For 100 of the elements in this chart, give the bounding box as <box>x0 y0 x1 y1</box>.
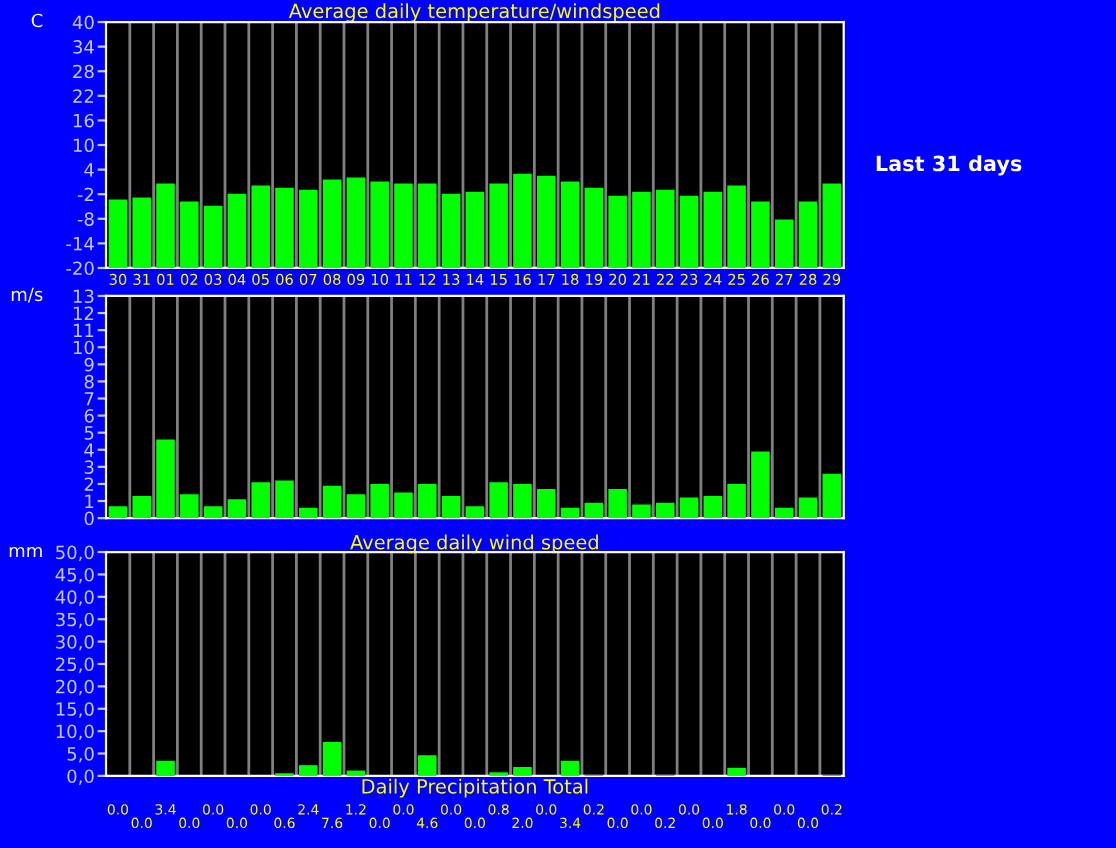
bar <box>275 480 294 519</box>
bar <box>822 473 842 519</box>
y-tick-label: -2 <box>77 187 94 202</box>
bar <box>513 483 532 519</box>
y-tick-label: 20,0 <box>56 679 94 696</box>
y-tick-label: 1 <box>85 494 94 508</box>
y-tick-label: 25,0 <box>56 657 94 673</box>
bar <box>203 506 223 519</box>
y-tick-label: 10 <box>73 340 94 355</box>
bar <box>560 760 580 776</box>
bar <box>679 195 699 268</box>
y-axis-title: mm <box>9 546 42 558</box>
chart-title: Average daily temperature/windspeed <box>288 3 660 23</box>
bar <box>417 183 437 268</box>
bar <box>751 201 770 268</box>
x-axis-title: Daily Precipitation Total <box>362 778 588 798</box>
y-tick-label: 40,0 <box>55 590 94 606</box>
bar <box>584 187 604 268</box>
bar <box>299 507 318 519</box>
bar <box>227 193 247 268</box>
y-axis-title: C <box>31 13 43 28</box>
y-tick-label: 22 <box>73 89 94 103</box>
bar <box>536 175 556 268</box>
bar <box>465 191 485 268</box>
y-tick-label: 2 <box>84 477 94 491</box>
bar <box>774 507 794 519</box>
bar <box>751 451 770 519</box>
y-tick-label: 0,0 <box>67 769 94 785</box>
y-tick-label: 34 <box>73 40 94 54</box>
bar <box>108 506 128 519</box>
bar <box>798 497 818 519</box>
bar <box>703 191 723 268</box>
bar <box>322 179 342 268</box>
bar <box>465 506 485 519</box>
bar <box>774 219 794 268</box>
y-tick-label: 3 <box>84 460 94 474</box>
bar <box>632 504 651 519</box>
y-tick-label: 28 <box>73 64 94 79</box>
y-tick-label: 0 <box>84 511 94 526</box>
bar <box>727 483 746 519</box>
bar <box>632 191 651 268</box>
bar <box>108 199 128 268</box>
bar <box>394 183 413 268</box>
bar <box>299 765 318 776</box>
text: Last 31 days <box>876 155 1022 176</box>
y-tick-label: 35,0 <box>56 612 94 629</box>
bar <box>417 755 437 776</box>
bar <box>180 494 199 519</box>
y-tick-label: 16 <box>73 113 94 128</box>
bar <box>727 185 746 268</box>
y-tick-label: 4 <box>84 163 94 177</box>
y-tick-label: 40 <box>72 15 94 30</box>
bar <box>322 485 342 519</box>
bar <box>608 195 627 268</box>
bar <box>655 189 675 268</box>
bar <box>417 483 437 519</box>
bar <box>608 489 627 519</box>
bar <box>346 770 366 776</box>
bar <box>275 187 294 268</box>
y-tick-label: 4 <box>84 443 94 457</box>
bar <box>346 177 366 268</box>
y-tick-label: 30,0 <box>56 635 94 651</box>
y-tick-label: 13 <box>73 289 94 304</box>
bar <box>441 495 461 519</box>
bar <box>513 173 532 268</box>
y-tick-label: 5,0 <box>67 746 94 763</box>
bar <box>132 197 151 268</box>
bar <box>798 201 818 268</box>
y-tick-label: 15,0 <box>56 702 94 718</box>
bar <box>203 205 223 268</box>
y-tick-label: 5 <box>84 426 94 440</box>
bar <box>655 502 675 519</box>
bar <box>441 193 461 268</box>
bar <box>156 760 175 776</box>
bar <box>489 183 508 268</box>
bar <box>536 489 556 519</box>
bar <box>132 495 151 519</box>
bar <box>251 482 270 519</box>
bar <box>489 482 508 519</box>
bar <box>156 183 175 268</box>
bar <box>156 439 175 519</box>
bar <box>299 189 318 268</box>
bar <box>370 483 389 519</box>
y-tick-label: 8 <box>84 374 94 389</box>
y-tick-label: 50,0 <box>56 545 94 562</box>
bar <box>560 507 580 519</box>
bar <box>180 201 199 268</box>
y-tick-label: 6 <box>84 409 94 423</box>
y-tick-label: 11 <box>73 323 94 337</box>
bar <box>584 502 604 519</box>
bar <box>513 766 532 776</box>
bar <box>727 767 746 776</box>
bar <box>679 497 699 519</box>
y-tick-label: 9 <box>84 357 94 372</box>
y-tick-label: 12 <box>73 306 94 320</box>
bar <box>346 494 366 519</box>
y-tick-label: 45,0 <box>55 567 94 584</box>
bar <box>227 499 247 519</box>
bar <box>703 495 723 519</box>
y-tick-label: 7 <box>84 392 94 406</box>
